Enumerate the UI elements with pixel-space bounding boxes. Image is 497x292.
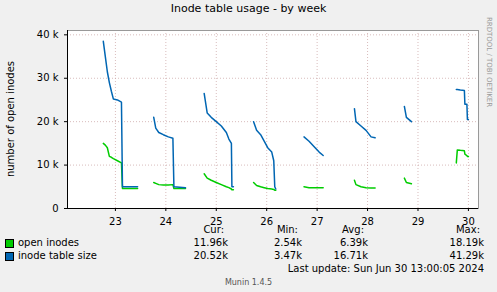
html-text:RRDTOOL / TOBI OETIKER: RRDTOOL / TOBI OETIKER — [485, 16, 493, 108]
html-text:6.39k: 6.39k — [339, 237, 368, 248]
svg-text:24: 24 — [159, 216, 172, 227]
html-text:2.54k: 2.54k — [273, 237, 302, 248]
html-text:3.47k: 3.47k — [273, 250, 302, 261]
html-text:Cur:: Cur: — [203, 224, 224, 235]
html-text:11.96k: 11.96k — [193, 237, 228, 248]
html-text:16.71k: 16.71k — [333, 250, 368, 261]
svg-text:30: 30 — [462, 215, 475, 227]
html-text:Inode table usage - by week: Inode table usage - by week — [170, 2, 327, 15]
svg-text:40 k: 40 k — [37, 29, 59, 40]
svg-text:30 k: 30 k — [37, 72, 59, 83]
html-text:number of open inodes: number of open inodes — [5, 60, 16, 178]
svg-text:28: 28 — [361, 215, 374, 227]
html-text:41.29k: 41.29k — [449, 250, 484, 261]
svg-text:29: 29 — [412, 216, 425, 227]
html-text:18.19k: 18.19k — [449, 237, 484, 248]
svg-text:10 k: 10 k — [37, 159, 59, 170]
svg-text:20 k: 20 k — [37, 116, 59, 127]
html-text:20.52k: 20.52k — [193, 250, 228, 261]
html-text:Last update: Sun Jun 30 13:00:: Last update: Sun Jun 30 13:00:05 2024 — [287, 263, 484, 274]
html-text:open inodes: open inodes — [18, 237, 80, 248]
html-text:Munin 1.4.5: Munin 1.4.5 — [224, 278, 273, 287]
svg-text:26: 26 — [260, 216, 273, 227]
svg-text:25: 25 — [209, 215, 223, 227]
html-text:Min:: Min: — [276, 224, 298, 235]
svg-text:27: 27 — [311, 216, 324, 227]
svg-text:23: 23 — [109, 216, 122, 227]
html-text:Max:: Max: — [456, 224, 480, 235]
html-text:inode table size: inode table size — [18, 250, 97, 261]
svg-text:0: 0 — [52, 203, 58, 214]
html-text:Avg:: Avg: — [342, 224, 364, 235]
